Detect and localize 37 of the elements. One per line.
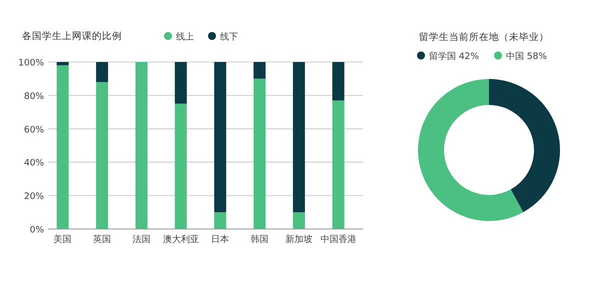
bar [254, 78, 266, 229]
bar [96, 82, 108, 229]
x-tick-label: 新加坡 [285, 234, 312, 245]
x-tick-label: 日本 [211, 234, 230, 245]
bar [254, 62, 266, 79]
x-tick-label: 英国 [93, 234, 112, 245]
donut-slice [418, 79, 524, 221]
bar [56, 62, 69, 66]
x-tick-label: 美国 [54, 234, 72, 245]
x-tick-label: 中国香港 [320, 234, 356, 245]
bar [174, 104, 187, 229]
legend-label: 线上 [176, 32, 194, 42]
x-tick-label: 韩国 [250, 234, 269, 245]
bar [214, 212, 226, 229]
legend-label: 留学国 42% [429, 51, 480, 62]
bar [332, 62, 344, 100]
legend-label: 中国 58% [506, 51, 548, 62]
y-tick-label: 60% [24, 125, 44, 136]
y-tick-label: 20% [24, 192, 44, 202]
bar [56, 65, 69, 229]
legend-label: 线下 [220, 32, 238, 42]
bar [135, 62, 148, 229]
bar [214, 62, 226, 212]
bar [292, 62, 305, 212]
donut-slice [489, 79, 560, 212]
y-tick-label: 80% [24, 92, 44, 102]
bar [332, 100, 344, 229]
chart-title: 各国学生上网课的比例 [22, 30, 122, 42]
chart-title: 留学生当前所在地（未毕业） [419, 31, 549, 43]
y-tick-label: 0% [30, 226, 44, 236]
y-tick-label: 40% [24, 158, 44, 169]
bar [96, 62, 108, 82]
bar [292, 212, 305, 229]
x-tick-label: 澳大利亚 [162, 234, 199, 245]
y-tick-label: 100% [18, 58, 44, 68]
x-tick-label: 法国 [132, 234, 150, 245]
bar [174, 62, 187, 104]
